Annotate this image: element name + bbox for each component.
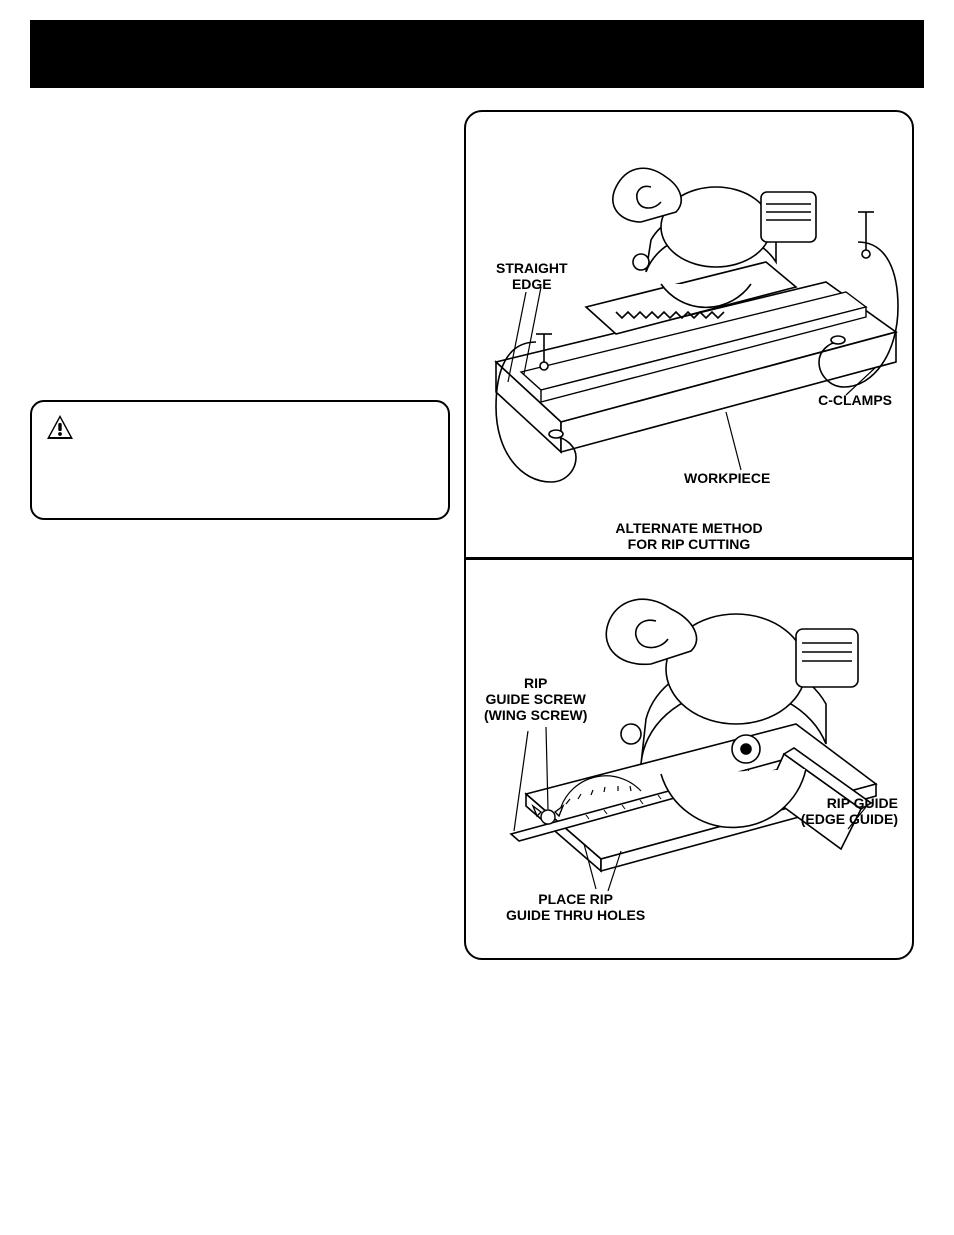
- label-rip-guide-screw: RIP GUIDE SCREW (WING SCREW): [484, 675, 587, 723]
- label-alt-method-caption: ALTERNATE METHOD FOR RIP CUTTING: [466, 520, 912, 552]
- rip-cut-alt-illustration: [466, 112, 914, 557]
- header-bar: [30, 20, 924, 88]
- label-place-rip-guide: PLACE RIP GUIDE THRU HOLES: [506, 891, 645, 923]
- label-workpiece: WORKPIECE: [684, 470, 770, 486]
- figure-bottom: RIP GUIDE SCREW (WING SCREW) RIP GUIDE (…: [466, 559, 912, 958]
- warning-box: [30, 400, 450, 520]
- label-straight-edge: STRAIGHT EDGE: [496, 260, 568, 292]
- label-rip-guide: RIP GUIDE (EDGE GUIDE): [801, 795, 898, 827]
- label-c-clamps: C-CLAMPS: [818, 392, 892, 408]
- page-content: STRAIGHT EDGE C-CLAMPS WORKPIECE ALTERNA…: [30, 100, 924, 1205]
- figure-panel: STRAIGHT EDGE C-CLAMPS WORKPIECE ALTERNA…: [464, 110, 914, 960]
- warning-icon: [46, 414, 74, 440]
- figure-top: STRAIGHT EDGE C-CLAMPS WORKPIECE ALTERNA…: [466, 112, 912, 557]
